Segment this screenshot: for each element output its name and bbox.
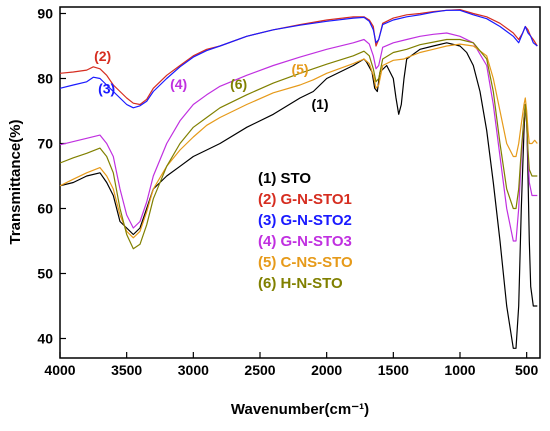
curve-label: (5) — [291, 61, 308, 77]
x-tick-label: 3500 — [111, 362, 142, 378]
curve-label: (3) — [98, 80, 115, 96]
series-line-3 — [59, 9, 538, 109]
series-line-6 — [59, 38, 538, 250]
series-line-4 — [59, 32, 538, 242]
legend: (1) STO (2) G-N-STO1 (3) G-N-STO2 (4) G-N-S… — [258, 170, 353, 292]
y-tick-label: 50 — [37, 266, 53, 282]
y-tick-label: 60 — [37, 201, 53, 217]
legend-entry-1: (1) STO — [258, 170, 311, 187]
legend-entry-4: (4) G-N-STO3 — [258, 233, 352, 250]
y-tick-label: 90 — [37, 6, 53, 22]
x-tick-label: 3000 — [178, 362, 209, 378]
series-line-1 — [59, 42, 538, 349]
x-tick-label: 2000 — [311, 362, 342, 378]
y-tick-label: 80 — [37, 71, 53, 87]
legend-entry-6: (6) H-N-STO — [258, 275, 343, 292]
legend-entry-5: (5) C-NS-STO — [258, 254, 353, 271]
curve-label: (4) — [170, 76, 187, 92]
x-tick-label: 4000 — [44, 362, 75, 378]
x-axis-title: Wavenumber(cm⁻¹) — [231, 401, 369, 418]
annotation-layer: (2) (3) (4) (6) (5) (1) — [94, 48, 328, 112]
x-tick-label: 1500 — [378, 362, 409, 378]
curve-label: (2) — [94, 48, 111, 64]
series-line-2 — [59, 9, 538, 106]
y-tick-label: 70 — [37, 136, 53, 152]
curve-label: (1) — [311, 96, 328, 112]
x-tick-label: 500 — [515, 362, 539, 378]
x-tick-label: 2500 — [244, 362, 275, 378]
legend-entry-3: (3) G-N-STO2 — [258, 212, 352, 229]
y-tick-label: 40 — [37, 331, 53, 347]
series-line-5 — [59, 43, 538, 239]
y-axis: 40 50 60 70 80 90 — [37, 6, 66, 347]
x-tick-label: 1000 — [444, 362, 475, 378]
curve-label: (6) — [230, 76, 247, 92]
legend-entry-2: (2) G-N-STO1 — [258, 191, 352, 208]
y-axis-title: Transmittance(%) — [7, 119, 24, 244]
plot-frame — [59, 6, 541, 359]
series-layer — [59, 9, 538, 349]
x-axis: 4000 3500 3000 2500 2000 1500 1000 500 — [44, 352, 539, 378]
